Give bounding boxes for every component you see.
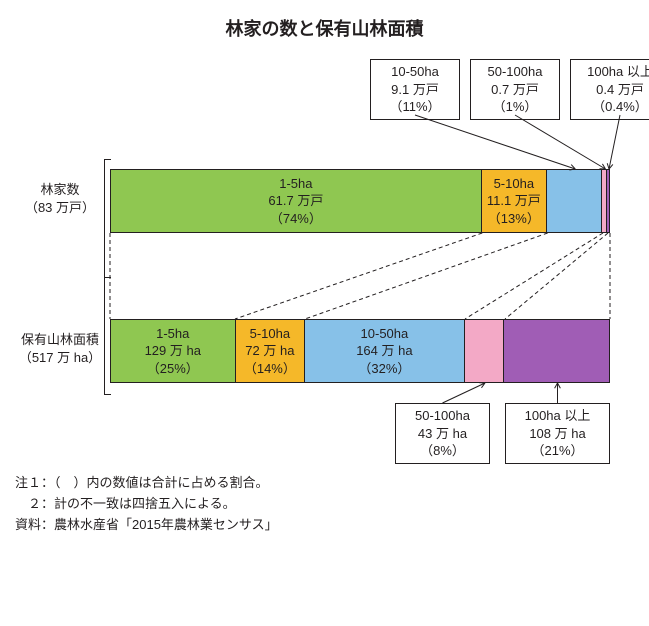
bar1-label-line2: （83 万戸） bbox=[25, 200, 95, 215]
bar2-label-line1: 保有山林面積 bbox=[21, 332, 99, 347]
segment-100_up bbox=[504, 320, 609, 382]
note-2: ２：計の不一致は四捨五入による。 bbox=[15, 494, 634, 515]
segment-1_5: 1-5ha61.7 万戸（74%） bbox=[111, 170, 482, 232]
footnotes: 注１：（ ）内の数値は合計に占める割合。 ２：計の不一致は四捨五入による。 資料… bbox=[15, 473, 634, 535]
callout-bottom-0: 50-100ha43 万 ha（8%） bbox=[395, 403, 490, 464]
note-1: 注１：（ ）内の数値は合計に占める割合。 bbox=[15, 473, 634, 494]
bar-area: 1-5ha129 万 ha（25%）5-10ha72 万 ha（14%）10-5… bbox=[110, 319, 610, 383]
segment-10_50 bbox=[547, 170, 602, 232]
chart-area: 10-50ha9.1 万戸（11%）50-100ha0.7 万戸（1%）100h… bbox=[110, 59, 634, 459]
segment-5_10: 5-10ha11.1 万戸（13%） bbox=[482, 170, 547, 232]
bar-households: 1-5ha61.7 万戸（74%）5-10ha11.1 万戸（13%） bbox=[110, 169, 610, 233]
chart-title: 林家の数と保有山林面積 bbox=[15, 15, 634, 41]
bar1-label-line1: 林家数 bbox=[40, 182, 79, 197]
segment-100_up bbox=[607, 170, 609, 232]
segment-1_5: 1-5ha129 万 ha（25%） bbox=[111, 320, 236, 382]
callout-top-0: 10-50ha9.1 万戸（11%） bbox=[370, 59, 460, 120]
callout-top-2: 100ha 以上0.4 万戸（0.4%） bbox=[570, 59, 649, 120]
bar1-label: 林家数 （83 万戸） bbox=[15, 181, 105, 217]
segment-10_50: 10-50ha164 万 ha（32%） bbox=[305, 320, 464, 382]
source: 資料：農林水産省「2015年農林業センサス」 bbox=[15, 515, 634, 536]
segment-5_10: 5-10ha72 万 ha（14%） bbox=[236, 320, 306, 382]
segment-50_100 bbox=[465, 320, 505, 382]
bar2-label-line2: （517 万 ha） bbox=[19, 350, 101, 365]
callout-top-1: 50-100ha0.7 万戸（1%） bbox=[470, 59, 560, 120]
callout-bottom-1: 100ha 以上108 万 ha（21%） bbox=[505, 403, 610, 464]
bar2-label: 保有山林面積 （517 万 ha） bbox=[15, 331, 105, 367]
